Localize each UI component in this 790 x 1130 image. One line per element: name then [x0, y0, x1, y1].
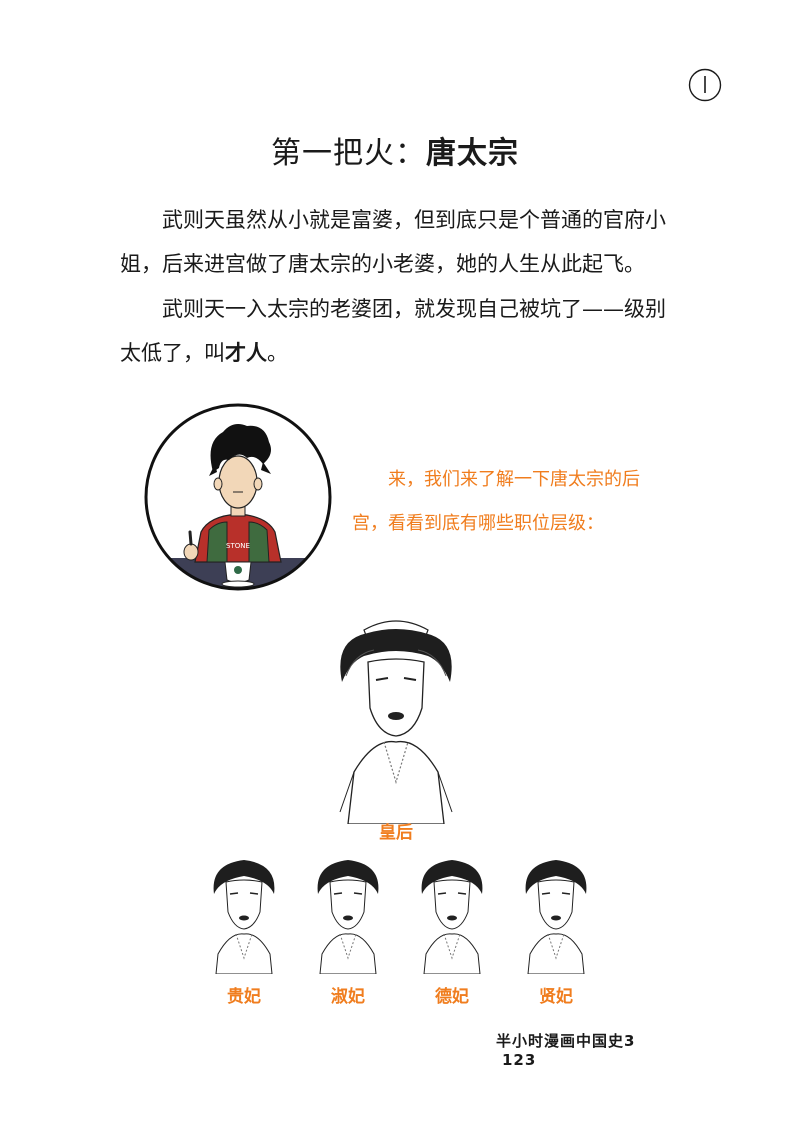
paragraph-1-text: 武则天虽然从小就是富婆，但到底只是个普通的官府小姐，后来进宫做了唐太宗的小老婆，… [120, 208, 666, 276]
paragraph-1: 武则天虽然从小就是富婆，但到底只是个普通的官府小姐，后来进宫做了唐太宗的小老婆，… [120, 198, 670, 286]
paragraph-2-end: 。 [267, 341, 288, 365]
title-prefix: 第一把火： [271, 136, 426, 171]
page-footer: 半小时漫画中国史3 123 [496, 1030, 676, 1069]
consort-illustration [421, 860, 483, 974]
consort-illustration [213, 860, 275, 974]
paragraph-2-text: 武则天一入太宗的老婆团，就发现自己被坑了——级别太低了，叫 [120, 297, 666, 365]
clock-icon [688, 68, 722, 102]
paragraph-2: 武则天一入太宗的老婆团，就发现自己被坑了——级别太低了，叫才人。 [120, 287, 670, 375]
consort-label: 德妃 [435, 987, 469, 1007]
consort-label: 淑妃 [331, 987, 365, 1007]
page-number: 123 [502, 1051, 537, 1069]
speech-text: 来，我们来了解一下唐太宗的后宫，看看到底有哪些职位层级： [352, 469, 640, 534]
consort-illustration [525, 860, 587, 974]
paragraph-2-bold: 才人 [225, 341, 267, 365]
empress-label: 皇后 [379, 823, 413, 843]
book-title: 半小时漫画中国史3 [496, 1032, 636, 1050]
page-title: 第一把火：唐太宗 [0, 128, 790, 172]
title-emphasis: 唐太宗 [426, 136, 519, 171]
empress-illustration [339, 620, 453, 824]
consort-label: 贤妃 [539, 987, 573, 1007]
narrator-speech: 来，我们来了解一下唐太宗的后宫，看看到底有哪些职位层级： [352, 458, 672, 546]
consort-label: 贵妃 [227, 987, 261, 1007]
avatar-shirt-text: STONE [226, 542, 250, 550]
consort-illustration [317, 860, 379, 974]
narrator-avatar: STONE [144, 403, 332, 591]
